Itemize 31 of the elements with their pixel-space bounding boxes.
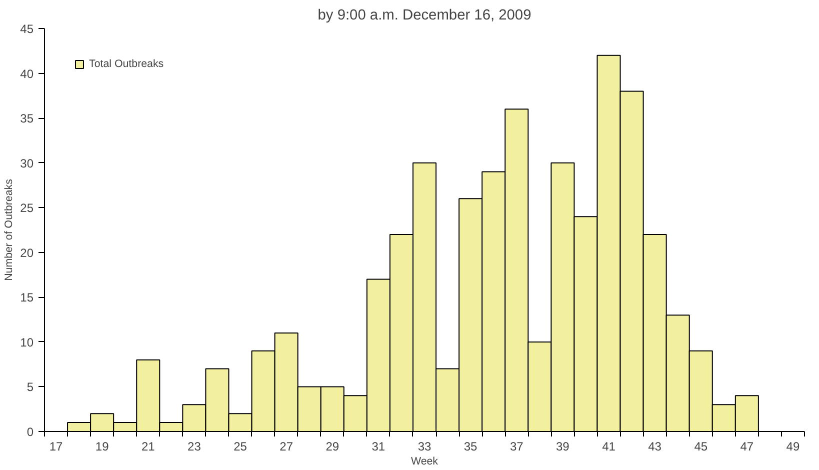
x-tick-label: 21 <box>141 440 156 454</box>
legend-label: Total Outbreaks <box>89 58 164 70</box>
x-tick-label: 17 <box>49 440 64 454</box>
y-tick-label: 25 <box>20 201 34 216</box>
x-tick-label: 27 <box>280 440 294 454</box>
x-tick-label: 25 <box>234 440 248 454</box>
x-tick-label: 37 <box>510 440 524 454</box>
x-tick-label: 31 <box>372 440 386 454</box>
x-tick-label: 29 <box>326 440 340 454</box>
y-tick-label: 15 <box>20 290 34 305</box>
x-tick-label: 47 <box>740 440 754 454</box>
x-tick-label: 41 <box>602 440 616 454</box>
y-tick-label: 45 <box>20 22 34 36</box>
y-tick-label: 30 <box>20 156 34 170</box>
y-tick-label: 0 <box>26 425 34 439</box>
x-tick-label: 49 <box>786 440 800 454</box>
y-tick-label: 35 <box>20 112 34 126</box>
x-axis-title: Week <box>410 456 439 468</box>
y-tick-label: 40 <box>20 66 34 81</box>
y-axis-title: Number of Outbreaks <box>3 179 16 281</box>
y-tick-label: 5 <box>26 380 34 394</box>
y-tick-label: 10 <box>20 335 34 350</box>
x-tick-label: 19 <box>95 440 110 454</box>
x-tick-label: 43 <box>648 440 662 454</box>
chart-title: by 9:00 a.m. December 16, 2009 <box>318 8 532 24</box>
x-tick-label: 35 <box>464 440 478 454</box>
y-tick-label: 20 <box>20 246 34 260</box>
x-tick-label: 39 <box>556 440 570 454</box>
x-tick-label: 23 <box>188 440 202 454</box>
x-tick-label: 45 <box>694 440 708 454</box>
x-tick-label: 33 <box>418 440 432 454</box>
